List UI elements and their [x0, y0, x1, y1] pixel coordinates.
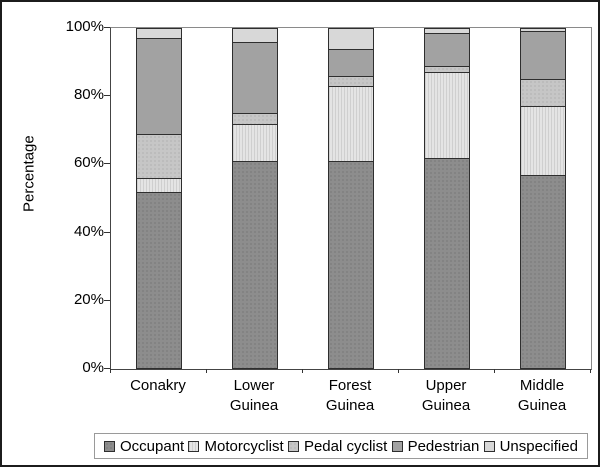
- x-axis-tick: [302, 369, 303, 373]
- bar-segment-unspecified: [328, 28, 374, 49]
- x-axis-label-line: Forest: [328, 377, 372, 394]
- x-axis-tick: [590, 369, 591, 373]
- y-axis-tick: [104, 299, 110, 301]
- legend-swatch-icon: [188, 440, 200, 452]
- bar-segment-pedestrian: [424, 33, 470, 66]
- bar-segment-occupant: [520, 174, 566, 369]
- bar-slot-forest-guinea: [303, 28, 399, 369]
- y-axis-tick-label: 20%: [73, 290, 104, 308]
- legend-item-pedal-cyclist: Pedal cyclist: [287, 437, 388, 455]
- bar-slot-middle-guinea: [495, 28, 591, 369]
- stacked-bar-upper-guinea: [424, 28, 470, 369]
- legend-label: Unspecified: [499, 437, 578, 455]
- x-axis-tick: [398, 369, 399, 373]
- x-axis-category-label: Upper Guinea: [398, 376, 494, 416]
- x-axis-label-line: Lower: [233, 377, 275, 394]
- legend-label: Motorcyclist: [204, 437, 284, 455]
- x-axis-label-line: Conakry: [130, 377, 186, 394]
- bar-segment-occupant: [232, 161, 278, 369]
- stacked-bar-forest-guinea: [328, 28, 374, 369]
- y-axis-title: Percentage: [20, 135, 38, 212]
- x-axis-label-line: Guinea: [421, 397, 471, 414]
- legend-swatch-icon: [483, 440, 495, 452]
- bar-segment-pedestrian: [232, 41, 278, 114]
- legend-swatch-icon: [287, 440, 299, 452]
- x-axis-label-line: Middle: [519, 377, 565, 394]
- legend-item-unspecified: Unspecified: [483, 437, 578, 455]
- legend-label: Occupant: [120, 437, 185, 455]
- y-axis-tick-label: 80%: [73, 86, 104, 104]
- y-axis-tick: [104, 231, 110, 233]
- bar-segment-unspecified: [424, 28, 470, 34]
- y-axis-tick-label: 60%: [73, 154, 104, 172]
- bar-segment-motorcyclist: [520, 106, 566, 175]
- x-axis-category-labels: Conakry Lower Guinea Forest Guinea Upper Guine…: [110, 376, 590, 416]
- bar-segment-pedal-cyclist: [520, 79, 566, 107]
- bar-segment-motorcyclist: [328, 85, 374, 161]
- x-axis-category-label: Middle Guinea: [494, 376, 590, 416]
- legend-item-occupant: Occupant: [104, 438, 184, 455]
- stacked-bar-middle-guinea: [520, 28, 566, 369]
- plot-area: [110, 27, 592, 370]
- x-axis-category-label: Forest Guinea: [302, 376, 398, 416]
- y-axis-tick-label: 100%: [65, 18, 104, 35]
- x-axis-label-line: Guinea: [325, 397, 375, 414]
- y-axis-tick: [104, 368, 110, 369]
- bar-segment-pedestrian: [136, 38, 182, 134]
- x-axis-tick: [110, 369, 111, 373]
- x-axis-tick: [206, 369, 207, 373]
- legend-label: Pedal cyclist: [303, 437, 388, 455]
- stacked-bar-lower-guinea: [232, 28, 278, 369]
- x-axis-label-line: Guinea: [229, 397, 279, 414]
- legend-swatch-icon: [391, 440, 403, 452]
- y-axis-tick-label: 40%: [73, 222, 104, 240]
- bar-segment-unspecified: [232, 28, 278, 42]
- stacked-bar-conakry: [136, 28, 182, 369]
- bar-segment-pedal-cyclist: [328, 75, 374, 86]
- y-axis-tick: [104, 27, 110, 28]
- legend: Occupant Motorcyclist Pedal cyclist Pedestr…: [94, 433, 588, 459]
- bar-segment-unspecified: [136, 28, 182, 39]
- bar-segment-pedal-cyclist: [136, 133, 182, 179]
- y-axis-tick: [104, 163, 110, 165]
- bar-segment-motorcyclist: [424, 72, 470, 158]
- bar-segment-pedal-cyclist: [232, 113, 278, 124]
- x-axis-label-line: Upper: [425, 377, 467, 394]
- legend-swatch-icon: [104, 440, 115, 452]
- x-axis-category-label: Lower Guinea: [206, 376, 302, 416]
- bar-segment-pedestrian: [328, 48, 374, 76]
- bar-slot-conakry: [111, 28, 207, 369]
- bar-segment-pedal-cyclist: [424, 65, 470, 73]
- x-axis-category-label: Conakry: [110, 376, 206, 416]
- x-axis-tick: [494, 369, 495, 373]
- bar-segment-unspecified: [520, 28, 566, 32]
- bar-segment-occupant: [136, 191, 182, 369]
- x-axis-label-line: Guinea: [517, 397, 567, 414]
- bar-segment-motorcyclist: [136, 178, 182, 192]
- bar-segment-motorcyclist: [232, 123, 278, 161]
- bar-segment-pedestrian: [520, 31, 566, 80]
- bar-slot-upper-guinea: [399, 28, 495, 369]
- legend-item-motorcyclist: Motorcyclist: [188, 437, 284, 455]
- bar-segment-occupant: [328, 161, 374, 369]
- bar-slot-lower-guinea: [207, 28, 303, 369]
- y-axis-tick-label: 0%: [82, 359, 104, 376]
- bar-segment-occupant: [424, 157, 470, 369]
- legend-label: Pedestrian: [407, 437, 480, 455]
- y-axis-tick: [104, 95, 110, 97]
- legend-item-pedestrian: Pedestrian: [391, 437, 480, 455]
